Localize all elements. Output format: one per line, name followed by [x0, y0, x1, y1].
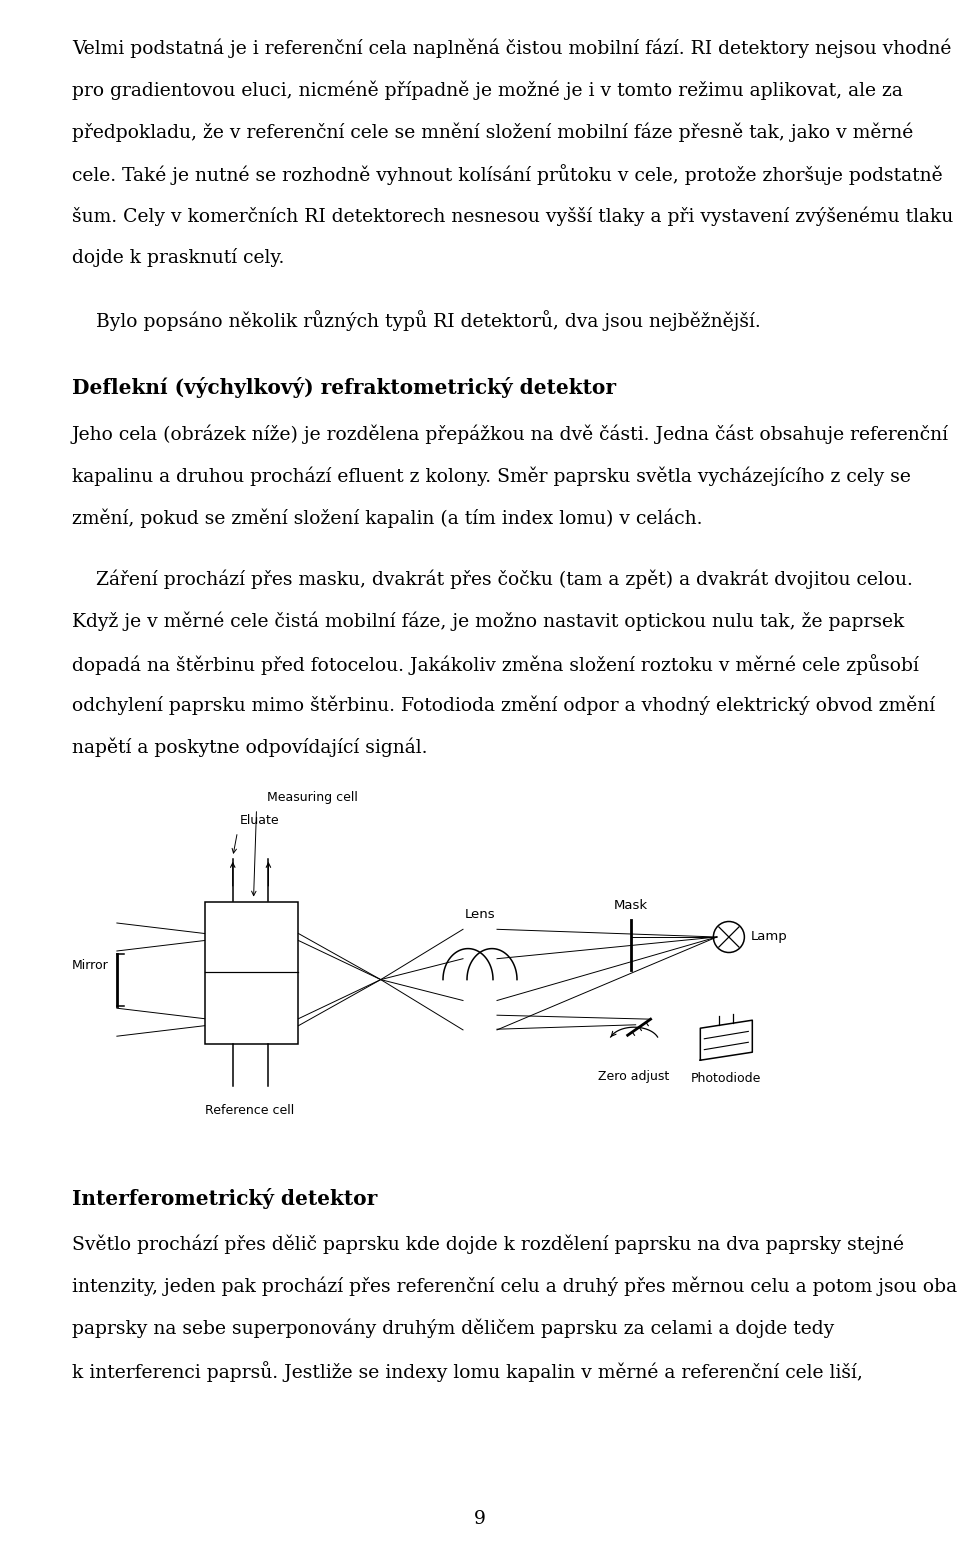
Text: Zero adjust: Zero adjust — [598, 1070, 670, 1083]
Text: změní, pokud se změní složení kapalin (a tím index lomu) v celách.: změní, pokud se změní složení kapalin (a… — [72, 508, 703, 527]
Text: Lamp: Lamp — [751, 930, 787, 944]
Text: Když je v měrné cele čistá mobilní fáze, je možno nastavit optickou nulu tak, že: Když je v měrné cele čistá mobilní fáze,… — [72, 612, 904, 631]
Text: Mask: Mask — [613, 899, 648, 913]
Text: Measuring cell: Measuring cell — [267, 790, 357, 804]
Text: cele. Také je nutné se rozhodně vyhnout kolísání průtoku v cele, protože zhoršuj: cele. Také je nutné se rozhodně vyhnout … — [72, 164, 943, 184]
Text: Reference cell: Reference cell — [204, 1104, 294, 1118]
Text: intenzity, jeden pak prochází přes referenční celu a druhý přes měrnou celu a po: intenzity, jeden pak prochází přes refer… — [72, 1277, 957, 1296]
Text: Jeho cela (obrázek níže) je rozdělena přepážkou na dvě části. Jedna část obsahuj: Jeho cela (obrázek níže) je rozdělena př… — [72, 425, 949, 443]
Text: k interferenci paprsů. Jestliže se indexy lomu kapalin v měrné a referenční cele: k interferenci paprsů. Jestliže se index… — [72, 1361, 863, 1383]
Text: Lens: Lens — [465, 908, 495, 921]
Text: Bylo popsáno několik různých typů RI detektorů, dva jsou nejběžnější.: Bylo popsáno několik různých typů RI det… — [72, 310, 760, 332]
Text: Deflekní (výchylkový) refraktometrický detektor: Deflekní (výchylkový) refraktometrický d… — [72, 377, 616, 398]
Text: 9: 9 — [474, 1510, 486, 1528]
Text: dojde k prasknutí cely.: dojde k prasknutí cely. — [72, 248, 284, 267]
Text: napětí a poskytne odpovídající signál.: napětí a poskytne odpovídající signál. — [72, 738, 427, 758]
Text: odchylení paprsku mimo štěrbinu. Fotodioda změní odpor a vhodný elektrický obvod: odchylení paprsku mimo štěrbinu. Fotodio… — [72, 696, 935, 716]
Text: Záření prochází přes masku, dvakrát přes čočku (tam a zpět) a dvakrát dvojitou c: Záření prochází přes masku, dvakrát přes… — [72, 570, 913, 589]
Text: paprsky na sebe superponovány druhým děličem paprsku za celami a dojde tedy: paprsky na sebe superponovány druhým děl… — [72, 1319, 834, 1339]
Text: Světlo prochází přes dělič paprsku kde dojde k rozdělení paprsku na dva paprsky : Světlo prochází přes dělič paprsku kde d… — [72, 1235, 904, 1254]
Text: Eluate: Eluate — [239, 814, 279, 826]
Text: Interferometrický detektor: Interferometrický detektor — [72, 1187, 377, 1209]
Text: kapalinu a druhou prochází efluent z kolony. Směr paprsku světla vycházejícího z: kapalinu a druhou prochází efluent z kol… — [72, 467, 911, 485]
Text: Photodiode: Photodiode — [691, 1073, 761, 1085]
Bar — [204, 902, 299, 1043]
Text: dopadá na štěrbinu před fotocelou. Jakákoliv změna složení roztoku v měrné cele : dopadá na štěrbinu před fotocelou. Jakák… — [72, 654, 919, 674]
Text: předpokladu, že v referenční cele se mnění složení mobilní fáze přesně tak, jako: předpokladu, že v referenční cele se mně… — [72, 122, 913, 141]
Text: Mirror: Mirror — [72, 958, 108, 972]
Text: šum. Cely v komerčních RI detektorech nesnesou vyšší tlaky a při vystavení zvýše: šum. Cely v komerčních RI detektorech ne… — [72, 206, 953, 225]
Text: pro gradientovou eluci, nicméně případně je možné je i v tomto režimu aplikovat,: pro gradientovou eluci, nicméně případně… — [72, 81, 902, 99]
Text: Velmi podstatná je i referenční cela naplněná čistou mobilní fází. RI detektory : Velmi podstatná je i referenční cela nap… — [72, 39, 951, 57]
